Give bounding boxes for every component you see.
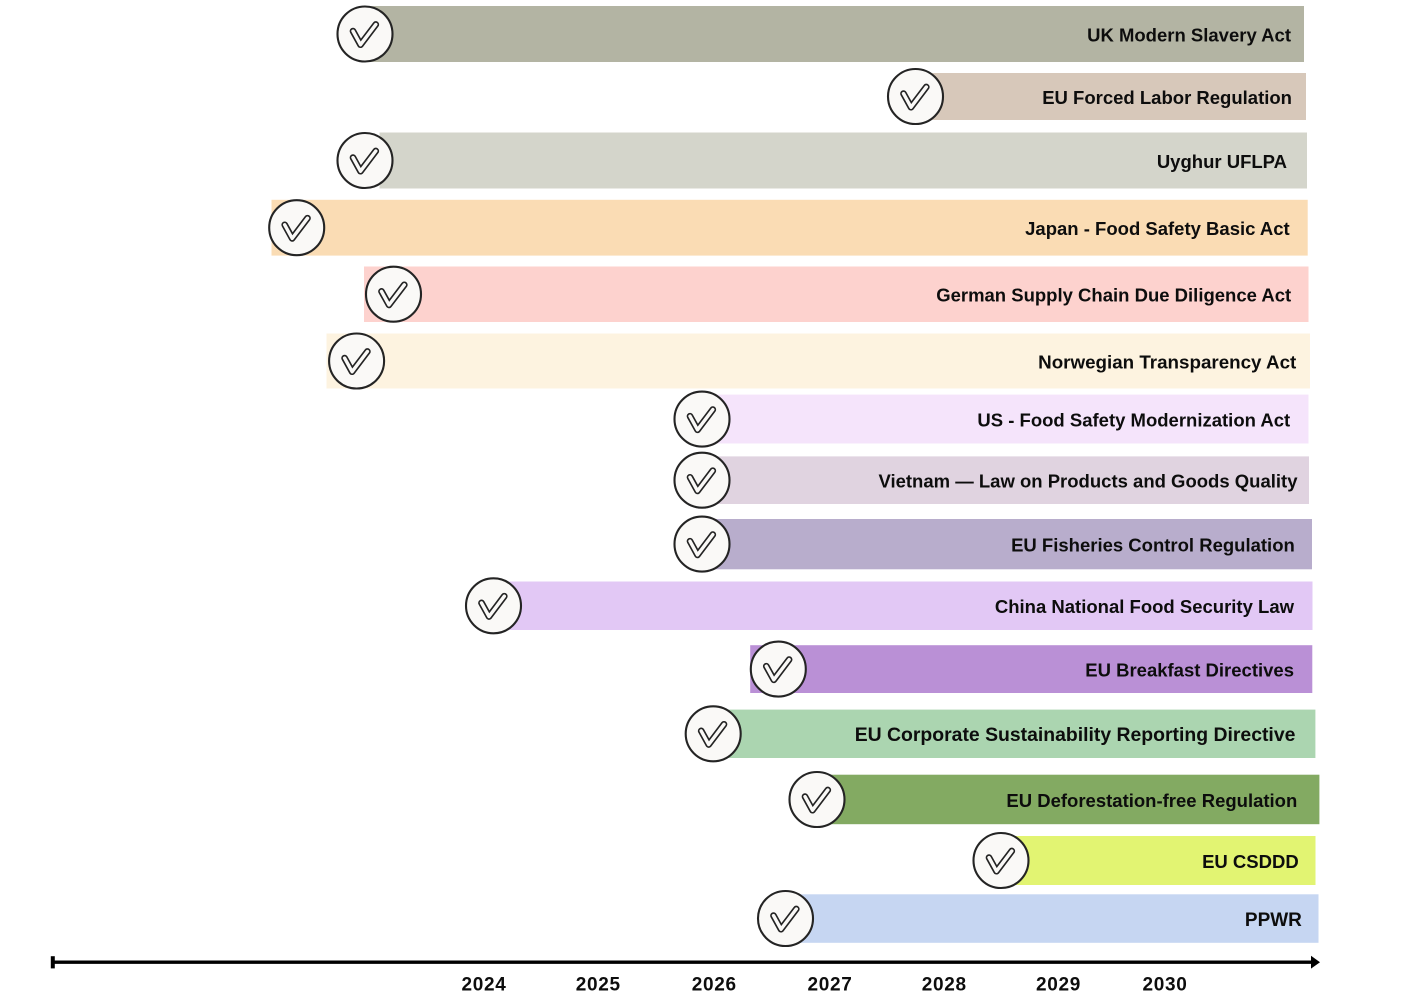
svg-text:2027: 2027	[807, 974, 852, 995]
svg-text:German Supply Chain Due Dilige: German Supply Chain Due Diligence Act	[936, 285, 1291, 306]
svg-text:EU Fisheries Control Regulatio: EU Fisheries Control Regulation	[1011, 535, 1295, 556]
svg-text:2029: 2029	[1036, 974, 1081, 995]
svg-text:2030: 2030	[1142, 974, 1187, 995]
svg-text:EU Corporate Sustainability Re: EU Corporate Sustainability Reporting Di…	[855, 724, 1296, 746]
svg-text:Vietnam — Law on Products and: Vietnam — Law on Products and Goods Qual…	[878, 471, 1298, 492]
svg-text:PPWR: PPWR	[1245, 910, 1302, 931]
svg-text:China National Food Security L: China National Food Security Law	[995, 596, 1295, 617]
svg-text:2024: 2024	[461, 974, 506, 995]
svg-text:2026: 2026	[692, 974, 737, 995]
svg-text:Norwegian Transparency Act: Norwegian Transparency Act	[1038, 351, 1297, 372]
svg-text:US - Food Safety Modernization: US - Food Safety Modernization Act	[977, 409, 1290, 430]
svg-text:Japan - Food Safety Basic Act: Japan - Food Safety Basic Act	[1025, 218, 1290, 239]
svg-text:Uyghur UFLPA: Uyghur UFLPA	[1157, 151, 1287, 172]
svg-text:2028: 2028	[922, 974, 967, 995]
svg-text:EU Breakfast Directives: EU Breakfast Directives	[1085, 660, 1294, 681]
svg-text:EU Deforestation-free Regulati: EU Deforestation-free Regulation	[1006, 790, 1297, 811]
svg-text:EU Forced Labor Regulation: EU Forced Labor Regulation	[1042, 87, 1292, 108]
svg-text:EU CSDDD: EU CSDDD	[1202, 851, 1299, 872]
svg-text:2025: 2025	[576, 974, 621, 995]
svg-text:UK Modern Slavery Act: UK Modern Slavery Act	[1087, 24, 1291, 45]
